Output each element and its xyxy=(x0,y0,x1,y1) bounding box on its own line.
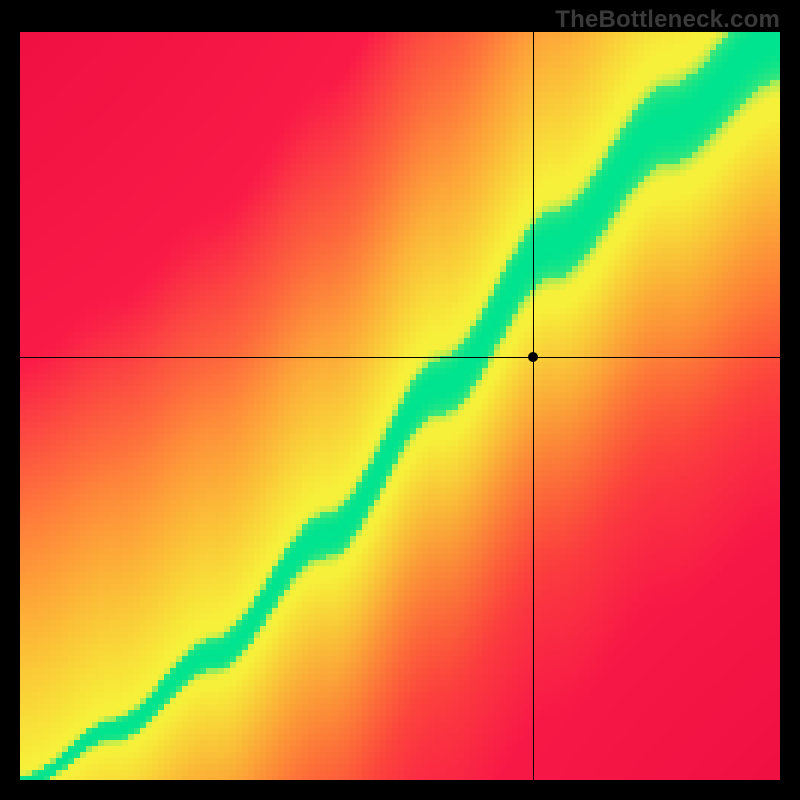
crosshair-marker xyxy=(528,352,538,362)
bottleneck-heatmap xyxy=(20,32,780,780)
watermark-text: TheBottleneck.com xyxy=(555,6,780,34)
chart-container: TheBottleneck.com xyxy=(0,0,800,800)
crosshair-vertical xyxy=(533,32,534,780)
crosshair-horizontal xyxy=(20,357,780,358)
